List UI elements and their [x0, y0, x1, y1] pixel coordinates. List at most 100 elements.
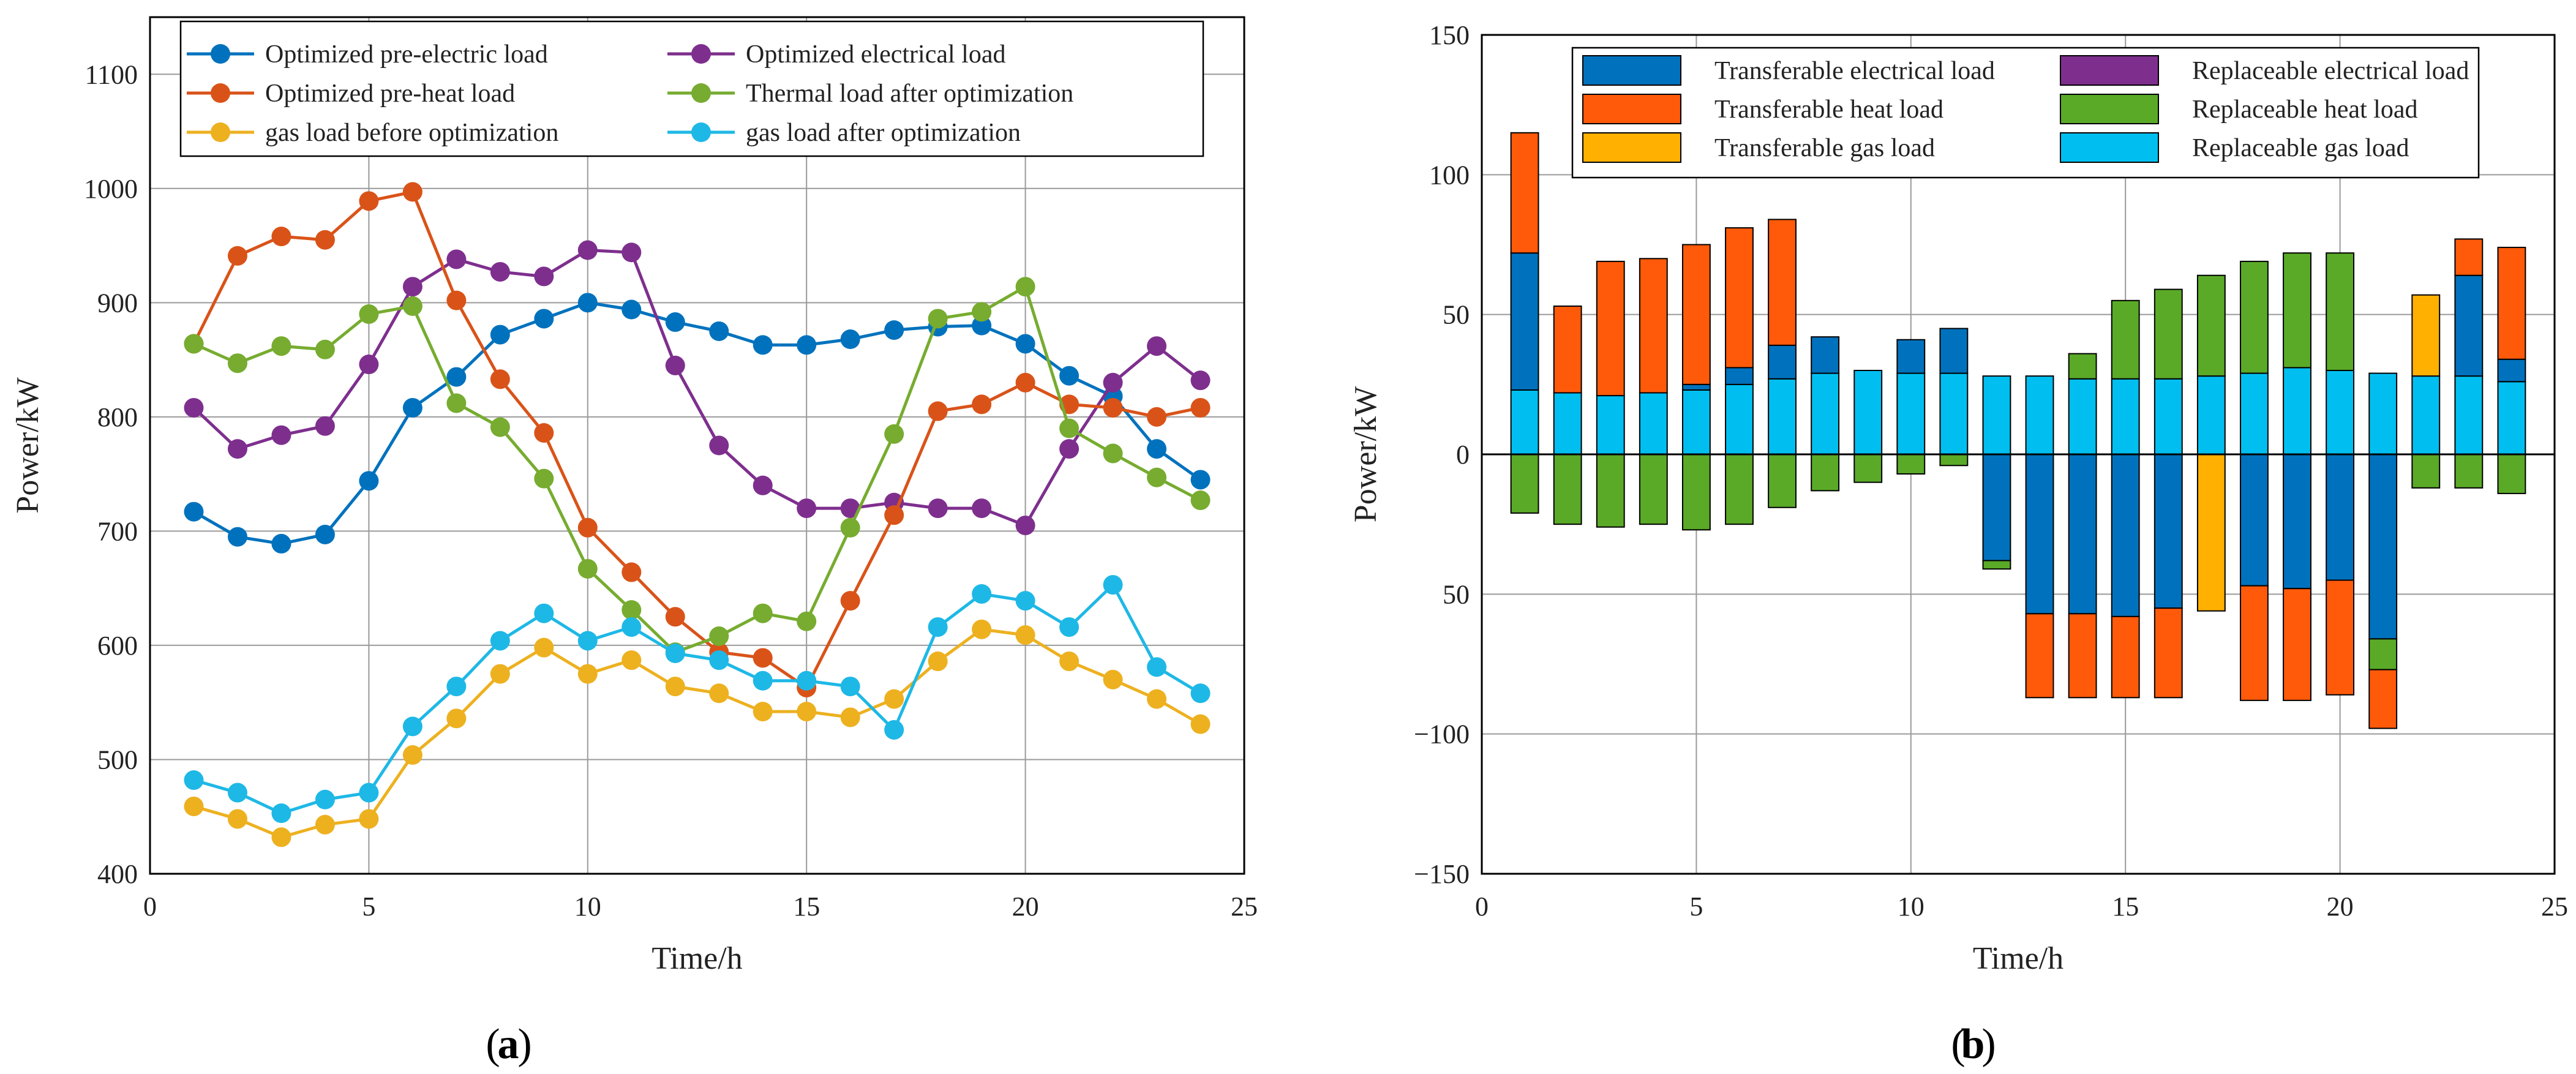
data-point: [753, 603, 773, 623]
y-axis-label: Power/kW: [10, 377, 45, 513]
data-point: [928, 617, 948, 637]
data-point: [271, 227, 291, 247]
data-point: [621, 562, 642, 582]
series-line-path: [193, 301, 1201, 546]
legend-marker: [211, 122, 230, 142]
bar-segment: [1596, 260, 1625, 397]
bar-segment: [2497, 358, 2526, 383]
data-point: [972, 315, 992, 336]
data-point: [753, 335, 773, 355]
data-point: [490, 261, 510, 282]
data-point: [359, 304, 379, 324]
bar-segment: [2368, 372, 2398, 455]
panel-label-b: b: [1961, 1021, 1985, 1068]
data-point: [1147, 467, 1167, 487]
data-point: [840, 677, 860, 697]
x-tick-label: 0: [143, 892, 157, 922]
data-point: [665, 355, 685, 375]
bar-segment: [2196, 375, 2226, 456]
data-point: [709, 683, 729, 704]
bar-segment: [2111, 299, 2140, 380]
data-point: [928, 309, 948, 329]
legend-label: gas load before optimization: [265, 119, 558, 147]
bar-segment: [1811, 454, 1840, 492]
bar-segment: [2240, 454, 2269, 587]
x-tick-label: 0: [1475, 892, 1489, 922]
bar-segment: [2497, 454, 2526, 494]
data-point: [1103, 575, 1123, 595]
bar-segment: [2068, 378, 2097, 456]
bar-segment: [2326, 454, 2355, 581]
data-point: [1103, 372, 1123, 392]
legend: Transferable electrical load Replaceable …: [1571, 47, 2480, 179]
panel-label-b-close: ): [1981, 1021, 1996, 1068]
data-point: [1015, 372, 1035, 392]
bar-segment: [1553, 454, 1582, 525]
data-point: [315, 814, 335, 835]
data-point: [577, 293, 598, 313]
bar-segment: [2240, 585, 2269, 701]
data-point: [359, 809, 379, 829]
data-point: [972, 584, 992, 604]
bar-segment: [1939, 372, 1969, 455]
data-point: [709, 626, 729, 647]
data-point: [490, 631, 510, 651]
bar-segment: [2068, 454, 2097, 615]
data-point: [1147, 336, 1167, 356]
y-tick-label: −150: [1414, 859, 1470, 889]
data-point: [315, 416, 335, 436]
legend: Optimized pre-electric load Optimized ele…: [179, 20, 1204, 157]
data-point: [840, 498, 860, 519]
data-point: [534, 422, 554, 443]
series-line: [184, 575, 1211, 824]
bar-segment: [1982, 375, 2011, 456]
data-point: [665, 312, 685, 332]
data-point: [402, 277, 422, 297]
legend-swatch: [2060, 132, 2159, 163]
bar-segment: [2111, 615, 2140, 699]
data-point: [1147, 439, 1167, 459]
bar-segment: [2283, 454, 2311, 590]
data-point: [1015, 277, 1035, 297]
data-point: [621, 242, 642, 263]
data-point: [1190, 370, 1211, 391]
data-point: [315, 339, 335, 359]
bar-segment: [2368, 669, 2398, 729]
data-point: [884, 424, 904, 444]
bar-segment: [1853, 454, 1883, 483]
data-point: [797, 611, 817, 631]
data-point: [972, 619, 992, 639]
data-point: [359, 783, 379, 803]
bar-segment: [1639, 392, 1668, 455]
plot-frame: [1481, 34, 2556, 875]
bar-segment: [1768, 219, 1797, 346]
data-point: [446, 290, 467, 310]
data-point: [577, 631, 598, 651]
data-point: [1147, 657, 1167, 677]
data-point: [490, 325, 510, 345]
bar-segment: [2283, 367, 2311, 456]
data-point: [1059, 617, 1080, 637]
data-point: [753, 702, 773, 722]
bar-segment: [1681, 244, 1711, 385]
bar-segment: [2326, 579, 2355, 696]
data-point: [402, 296, 422, 316]
data-point: [753, 670, 773, 691]
data-point: [1059, 652, 1080, 672]
bar-segment: [1596, 454, 1625, 528]
panel-label-a: a: [498, 1021, 519, 1068]
bar-segment: [2454, 274, 2484, 377]
y-tick-label: 400: [97, 859, 138, 889]
bar-segment: [1768, 378, 1797, 456]
legend-swatch: [2060, 55, 2159, 86]
bar-segment: [2454, 454, 2484, 489]
data-point: [227, 353, 247, 374]
data-point: [1015, 625, 1035, 645]
data-point: [184, 334, 204, 354]
data-point: [534, 266, 554, 287]
data-point: [928, 401, 948, 421]
data-point: [1147, 689, 1167, 709]
data-point: [1059, 439, 1080, 459]
legend-swatch: [1582, 55, 1681, 86]
